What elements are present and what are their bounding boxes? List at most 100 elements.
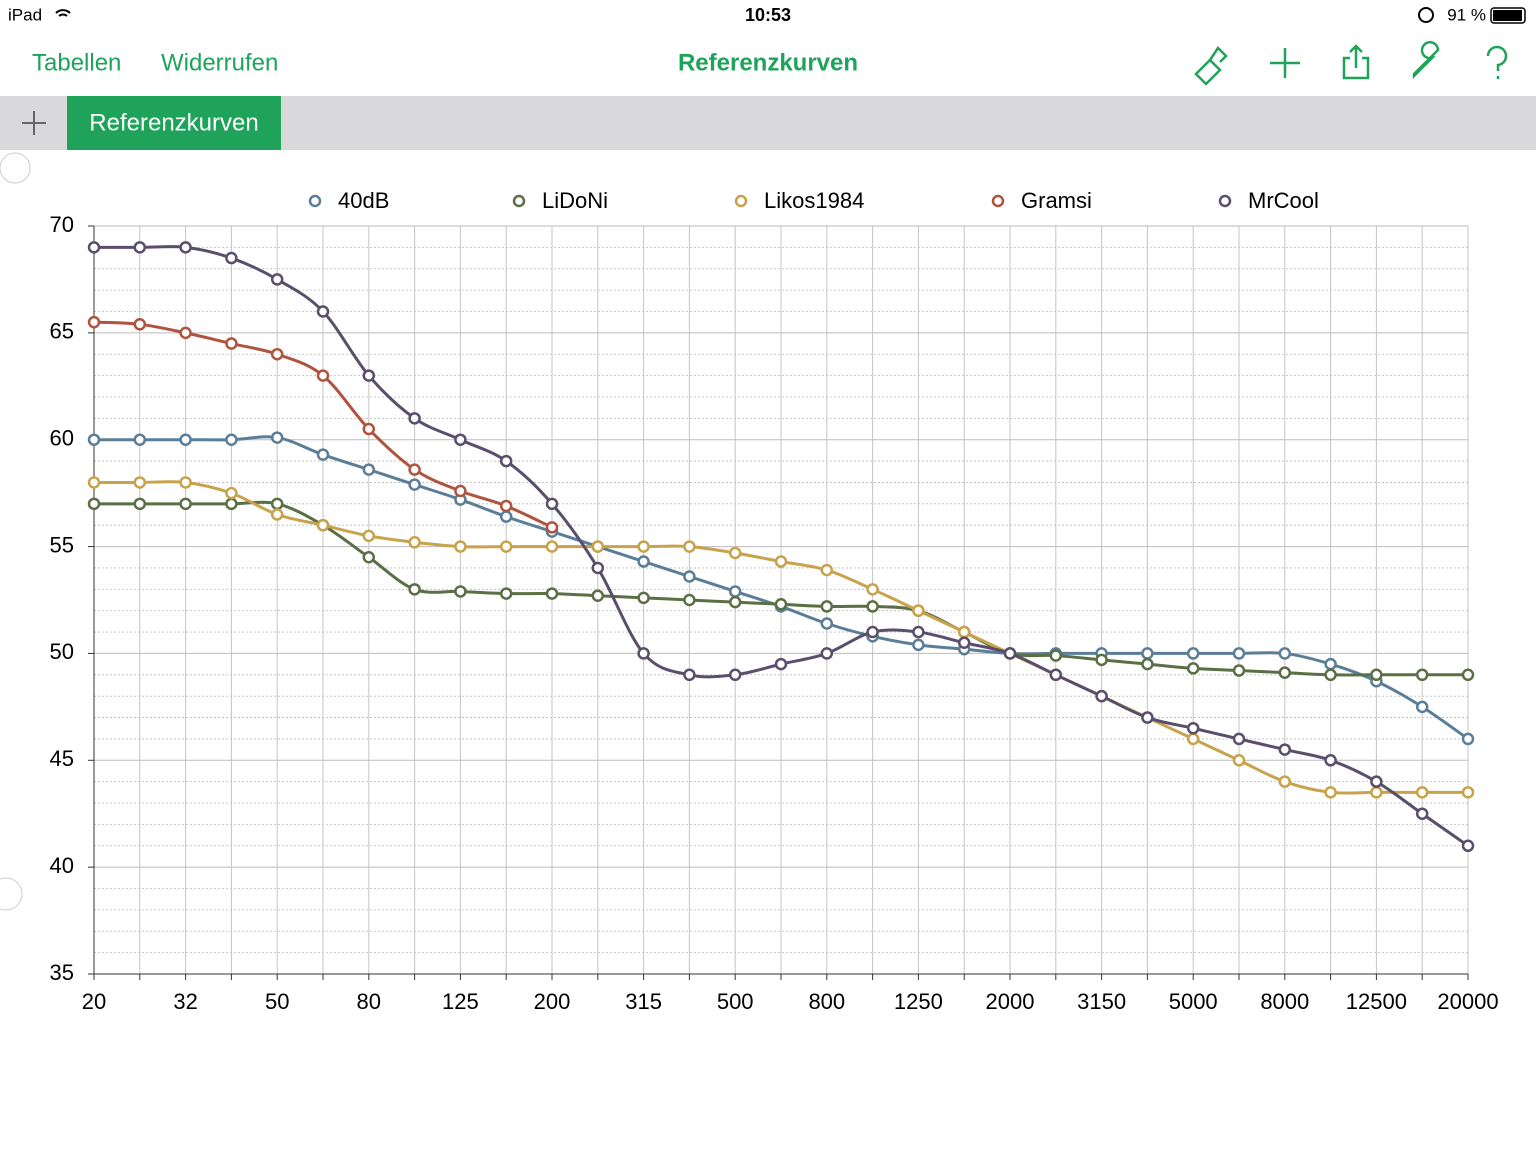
help-button[interactable] [1486,45,1508,79]
legend-marker [1218,194,1232,208]
data-point [362,422,376,436]
data-point [408,536,421,549]
data-point [362,463,376,476]
x-tick-label: 80 [357,989,381,1014]
data-point [774,598,788,611]
data-point [1049,668,1063,682]
data-point [87,497,101,511]
data-point [866,625,879,639]
x-tick-label: 2000 [986,989,1035,1014]
format-button[interactable] [1194,46,1228,86]
clock: 10:53 [745,5,791,25]
legend-label: 40dB [338,188,389,213]
y-tick-label: 35 [50,960,74,985]
data-point [957,636,971,649]
data-point [683,593,696,607]
data-point [1278,775,1292,788]
data-point [1415,700,1429,714]
data-point [728,546,742,560]
active-tab[interactable] [67,96,281,150]
add-button[interactable] [1270,48,1300,78]
data-point [1232,732,1246,746]
data-point [1461,732,1475,746]
data-point [87,315,101,329]
tools-button[interactable] [1412,41,1440,80]
data-point [1415,668,1429,682]
data-point [728,668,742,682]
data-point [866,583,879,596]
data-point [683,540,696,553]
data-point [1324,754,1337,767]
battery-text: 91 % [1447,5,1486,24]
back-button[interactable]: Tabellen [32,49,121,76]
data-point [591,561,605,575]
add-sheet-button[interactable] [22,111,46,135]
data-point [499,454,513,468]
data-point [637,555,650,568]
data-point [499,587,513,600]
data-point [1095,653,1108,667]
data-point [728,585,742,598]
data-point [545,587,559,600]
data-point [912,604,925,617]
x-tick-label: 3150 [1077,989,1126,1014]
data-point [820,617,834,630]
legend-marker [991,194,1005,208]
data-point [1461,839,1475,853]
y-tick-label: 65 [50,319,74,344]
data-point [133,497,147,511]
document-title: Referenzkurven [678,49,858,76]
battery-level [1493,10,1522,21]
data-point [408,583,421,596]
data-point [87,241,101,254]
data-point [1461,786,1475,799]
data-point [133,241,147,254]
legend-marker [512,194,526,208]
device-name: iPad [8,5,42,24]
data-point [1141,711,1154,724]
data-point [270,508,284,521]
data-point [316,369,330,382]
data-point [1003,647,1017,660]
data-point [87,476,101,489]
x-tick-label: 315 [625,989,662,1014]
lock-icon [1418,7,1434,23]
x-tick-label: 12500 [1346,989,1407,1014]
data-point [1232,754,1246,767]
data-point [1415,807,1429,820]
data-point [1095,689,1108,703]
data-point [316,518,330,532]
data-point [454,540,467,553]
data-point [728,595,742,609]
data-point [1186,647,1200,660]
data-point [179,241,192,254]
data-point [1370,668,1383,682]
data-point [362,551,376,564]
data-point [225,497,238,511]
data-point [133,318,147,331]
data-point [1278,743,1292,756]
data-point [683,570,696,583]
data-point [270,347,284,361]
data-point [637,591,650,605]
data-point [270,431,284,444]
data-point [270,273,284,286]
data-point [545,497,559,511]
data-point [1186,662,1200,675]
data-point [362,369,376,382]
data-point [683,668,696,682]
data-point [591,589,605,602]
y-tick-label: 50 [50,639,74,664]
data-point [225,337,238,350]
battery-icon [1490,7,1526,24]
handle-top[interactable] [0,152,31,184]
tab-label[interactable]: Referenzkurven [89,109,258,136]
chart: 35 40 45 50 55 60 65 70 20 32 50 80 125 200 315 500 800 1… [50,188,1499,1014]
data-point [774,555,788,568]
share-button[interactable] [1342,44,1370,80]
data-point [637,647,650,660]
handle-left[interactable] [0,877,23,911]
data-point [1370,775,1383,788]
undo-button[interactable]: Widerrufen [161,49,278,76]
data-point [408,478,421,491]
